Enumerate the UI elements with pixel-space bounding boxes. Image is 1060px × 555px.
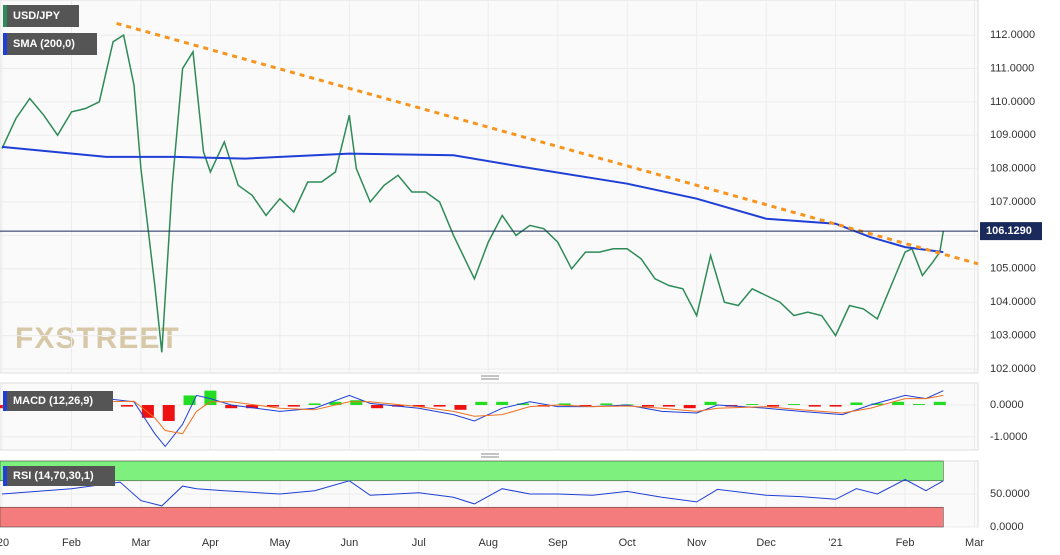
x-tick-label: Feb — [896, 537, 915, 549]
histogram-bar — [892, 401, 905, 406]
x-tick-label: Jul — [412, 537, 426, 549]
histogram-bar — [412, 405, 425, 407]
histogram-bar — [246, 405, 259, 409]
y-tick-label: 110.0000 — [990, 96, 1035, 108]
histogram-bar — [912, 404, 925, 406]
legend-swatch — [3, 5, 7, 27]
overbought-zone — [0, 460, 944, 482]
sma-line — [1, 145, 944, 254]
x-tick-label: Feb — [62, 537, 81, 549]
legend-label: USD/JPY — [13, 10, 61, 22]
x-tick-label: Dec — [756, 537, 776, 549]
histogram-bar — [746, 404, 759, 406]
legend-box[interactable] — [3, 33, 97, 55]
x-tick-label: Mar — [131, 537, 150, 549]
y-tick-label: 109.0000 — [990, 129, 1036, 141]
y-tick-label: 112.0000 — [990, 29, 1035, 41]
histogram-bar — [600, 403, 613, 406]
price-panel — [0, 0, 979, 374]
histogram-bar — [350, 400, 363, 406]
histogram-bar — [704, 401, 717, 406]
x-tick-label: '20 — [0, 537, 9, 549]
last-price-label: 106.1290 — [986, 225, 1032, 237]
legend-swatch — [3, 466, 7, 486]
histogram-bar — [808, 405, 821, 407]
y-tick-label: 104.0000 — [990, 296, 1036, 308]
legend-label: RSI (14,70,30,1) — [13, 470, 94, 482]
histogram-bar — [933, 401, 946, 406]
legend-box[interactable] — [3, 5, 79, 27]
x-tick-label: Mar — [965, 537, 984, 549]
histogram-bar — [850, 402, 863, 406]
histogram-bar — [683, 405, 696, 409]
histogram-bar — [787, 404, 800, 406]
y-tick-label: 108.0000 — [990, 163, 1036, 175]
y-tick-label: 102.0000 — [990, 363, 1036, 375]
panel-handle[interactable] — [481, 375, 499, 380]
signal-line — [1, 394, 944, 435]
legend-box[interactable] — [3, 391, 113, 411]
histogram-bar — [308, 403, 321, 406]
y-tick-label: -1.0000 — [990, 431, 1027, 443]
histogram-bar — [767, 405, 780, 407]
y-tick-label: 107.0000 — [990, 196, 1036, 208]
histogram-bar — [662, 405, 675, 407]
watermark: FXSTREET — [15, 322, 180, 355]
x-tick-label: Aug — [478, 537, 498, 549]
legend-label: SMA (200,0) — [13, 38, 75, 50]
histogram-bar — [162, 405, 175, 421]
x-tick-label: Jun — [340, 537, 358, 549]
oversold-zone — [0, 506, 944, 528]
histogram-bar — [475, 401, 488, 406]
histogram-bar — [121, 405, 134, 407]
histogram-bar — [287, 405, 300, 407]
histogram-bar — [496, 401, 509, 406]
x-tick-label: Sep — [548, 537, 568, 549]
y-tick-label: 0.0000 — [990, 521, 1024, 533]
last-price-tag — [980, 222, 1042, 241]
histogram-bar — [329, 401, 342, 406]
rsi-line — [1, 478, 944, 507]
x-tick-label: Apr — [202, 537, 219, 549]
histogram-bar — [266, 405, 279, 407]
x-tick-label: Nov — [687, 537, 707, 549]
histogram-bar — [183, 395, 196, 406]
legend-label: MACD (12,26,9) — [13, 395, 93, 407]
panel-handle[interactable] — [481, 453, 499, 458]
histogram-bar — [829, 405, 842, 407]
legend-swatch — [3, 391, 7, 411]
histogram-bar — [225, 405, 238, 409]
histogram-bar — [516, 403, 529, 406]
macd-line — [1, 390, 944, 448]
y-tick-label: 105.0000 — [990, 263, 1036, 275]
x-tick-label: Oct — [619, 537, 636, 549]
histogram-bar — [871, 403, 884, 406]
legend-box[interactable] — [3, 466, 115, 486]
y-tick-label: 103.0000 — [990, 330, 1036, 342]
y-tick-label: 50.0000 — [990, 488, 1030, 500]
y-tick-label: 111.0000 — [990, 62, 1034, 74]
histogram-bar — [558, 403, 571, 406]
histogram-bar — [433, 405, 446, 407]
price-line — [1, 33, 945, 353]
legend-swatch — [3, 33, 7, 55]
histogram-bar — [371, 405, 384, 409]
x-tick-label: May — [269, 537, 290, 549]
x-tick-label: '21 — [828, 537, 842, 549]
y-tick-label: 0.0000 — [990, 399, 1024, 411]
histogram-bar — [454, 405, 467, 410]
histogram-bar — [642, 405, 655, 407]
